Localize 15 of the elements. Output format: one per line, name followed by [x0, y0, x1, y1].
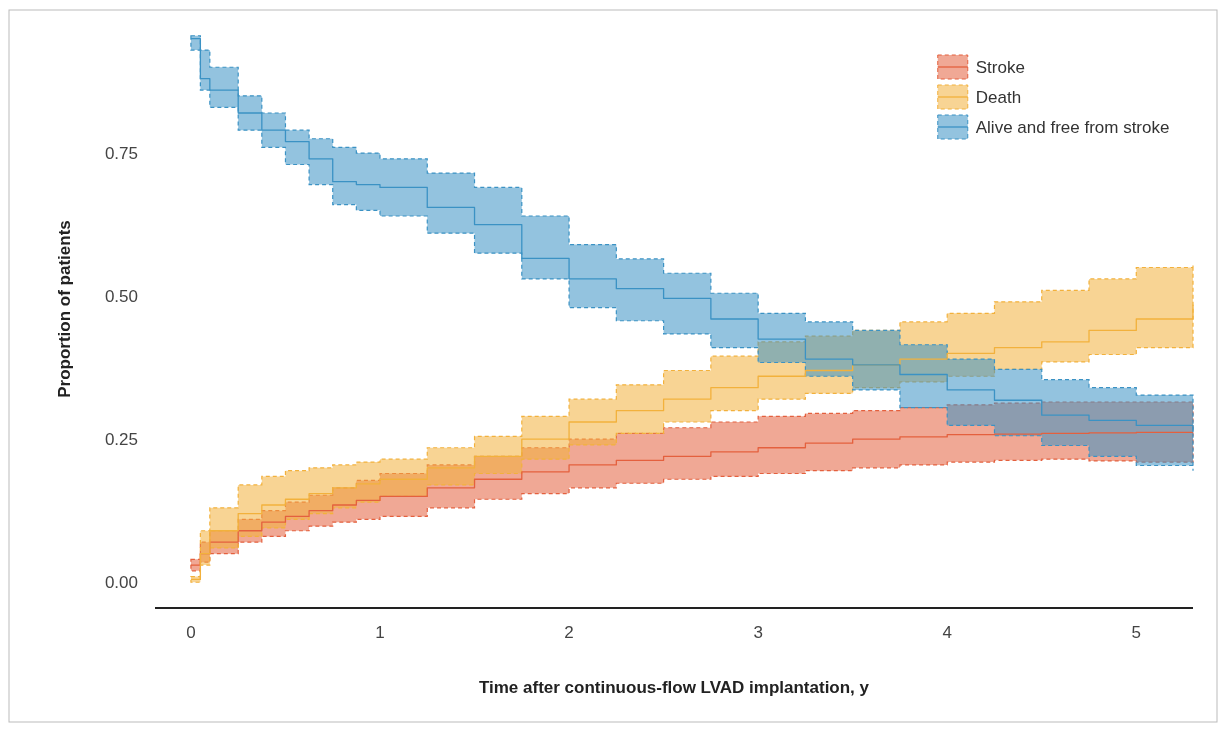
- y-tick-label: 0.50: [104, 287, 138, 307]
- legend-label: Stroke: [975, 58, 1025, 77]
- y-tick-label: 0.75: [104, 144, 138, 164]
- legend-label: Death: [975, 88, 1022, 107]
- x-tick-label: 3: [753, 623, 763, 642]
- x-tick-label: 5: [1131, 623, 1142, 642]
- x-tick-label: 0: [186, 623, 196, 642]
- x-tick-label: 2: [564, 623, 574, 642]
- x-tick-label: 1: [375, 623, 385, 642]
- legend-label: Alive and free from stroke: [975, 118, 1170, 137]
- x-tick-label: 4: [942, 623, 952, 642]
- y-axis-title: Proportion of patients: [55, 220, 74, 398]
- y-tick-label: 0.25: [104, 430, 138, 450]
- y-tick-label: 0.00: [104, 573, 138, 593]
- x-axis-title: Time after continuous-flow LVAD implantation, y: [478, 678, 870, 697]
